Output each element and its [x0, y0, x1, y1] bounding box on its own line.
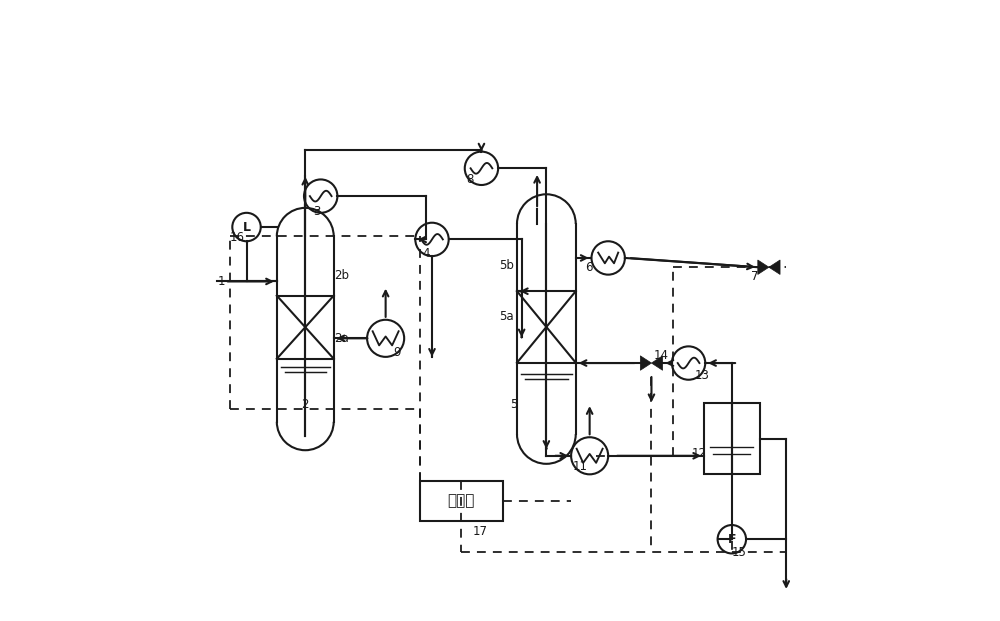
Text: 2: 2 [302, 398, 309, 411]
Text: 17: 17 [472, 525, 487, 538]
Text: 5a: 5a [499, 310, 514, 323]
Text: 16: 16 [230, 231, 245, 244]
Polygon shape [769, 260, 780, 274]
Text: 1: 1 [217, 275, 225, 288]
Text: 13: 13 [695, 369, 710, 382]
Text: 11: 11 [573, 460, 588, 473]
Text: 2a: 2a [334, 332, 349, 345]
Text: 6: 6 [585, 261, 593, 274]
Text: 9: 9 [394, 346, 401, 359]
Text: 12: 12 [692, 447, 707, 460]
Text: 5: 5 [510, 398, 517, 411]
Polygon shape [758, 260, 769, 274]
Text: 控制部: 控制部 [448, 493, 475, 508]
Text: 4: 4 [423, 247, 430, 260]
Text: 5b: 5b [499, 260, 514, 273]
Text: 7: 7 [751, 270, 758, 283]
Text: F: F [728, 533, 736, 546]
Text: 3: 3 [313, 205, 321, 218]
Polygon shape [651, 356, 663, 370]
Text: L: L [243, 220, 251, 233]
Text: 14: 14 [653, 348, 668, 361]
Text: 8: 8 [466, 173, 473, 186]
Text: 15: 15 [732, 546, 747, 560]
Text: 2b: 2b [334, 269, 349, 282]
Polygon shape [640, 356, 651, 370]
